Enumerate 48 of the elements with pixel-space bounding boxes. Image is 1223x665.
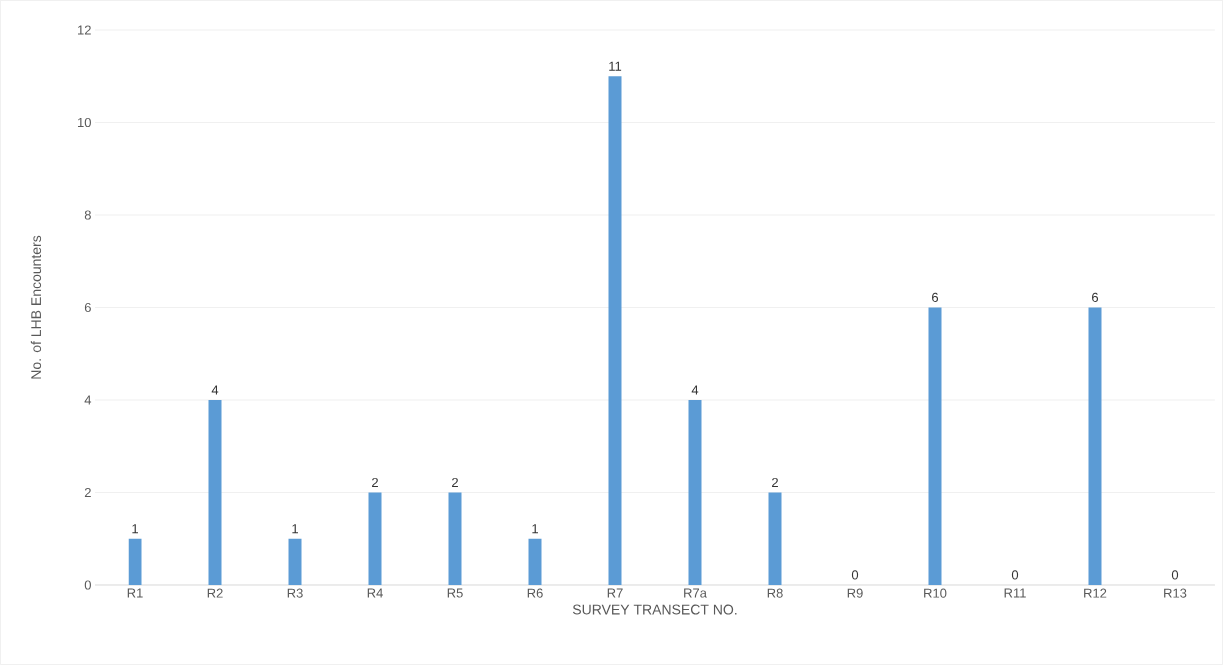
x-tick-label: R10 [924,588,947,598]
data-label: 4 [211,385,219,395]
bar [608,76,622,585]
x-tick-label: R7 [607,588,623,598]
bar [688,400,702,585]
x-tick-label: R4 [367,588,383,598]
data-label: 0 [1011,570,1019,580]
x-tick-label: R6 [527,588,543,598]
x-tick-label: R9 [847,588,863,598]
y-tick-label: 0 [84,580,91,590]
y-tick-label: 2 [84,487,91,498]
x-tick-label: R1 [127,588,143,598]
y-tick-label: 10 [78,117,91,128]
bar [128,538,142,585]
bar [928,307,942,585]
x-tick-label: R2 [207,588,223,598]
x-tick-label: R5 [447,588,463,598]
data-label: 2 [452,477,458,487]
x-tick-label: R8 [767,588,783,598]
data-label: 6 [1092,292,1099,302]
x-tick-label: R13 [1164,588,1187,598]
data-label: 1 [132,524,138,534]
x-tick-label: R12 [1084,588,1107,598]
bar [288,538,302,585]
data-label: 0 [1171,570,1179,580]
data-label: 2 [372,477,378,487]
data-label: 6 [932,292,939,302]
y-tick-label: 12 [78,25,91,35]
bar [1088,307,1102,585]
data-label: 0 [851,570,859,580]
x-tick-label: R11 [1004,588,1026,598]
bar [368,492,382,585]
x-tick-label: R3 [287,588,303,598]
x-tick-label: R7a [684,588,707,598]
y-tick-label: 8 [84,210,91,220]
data-label: 2 [772,477,778,487]
bar [768,492,782,585]
bar [448,492,462,585]
x-axis-title: SURVEY TRANSECT NO. [572,604,737,615]
data-label: 4 [691,385,699,395]
y-axis-title: No. of LHB Encounters [30,235,42,379]
y-tick-label: 4 [84,395,92,405]
data-label: 1 [532,524,538,534]
bar [208,400,222,585]
y-tick-label: 6 [84,302,91,313]
bar [528,538,542,585]
data-label: 11 [609,61,622,71]
data-label: 1 [292,524,298,534]
